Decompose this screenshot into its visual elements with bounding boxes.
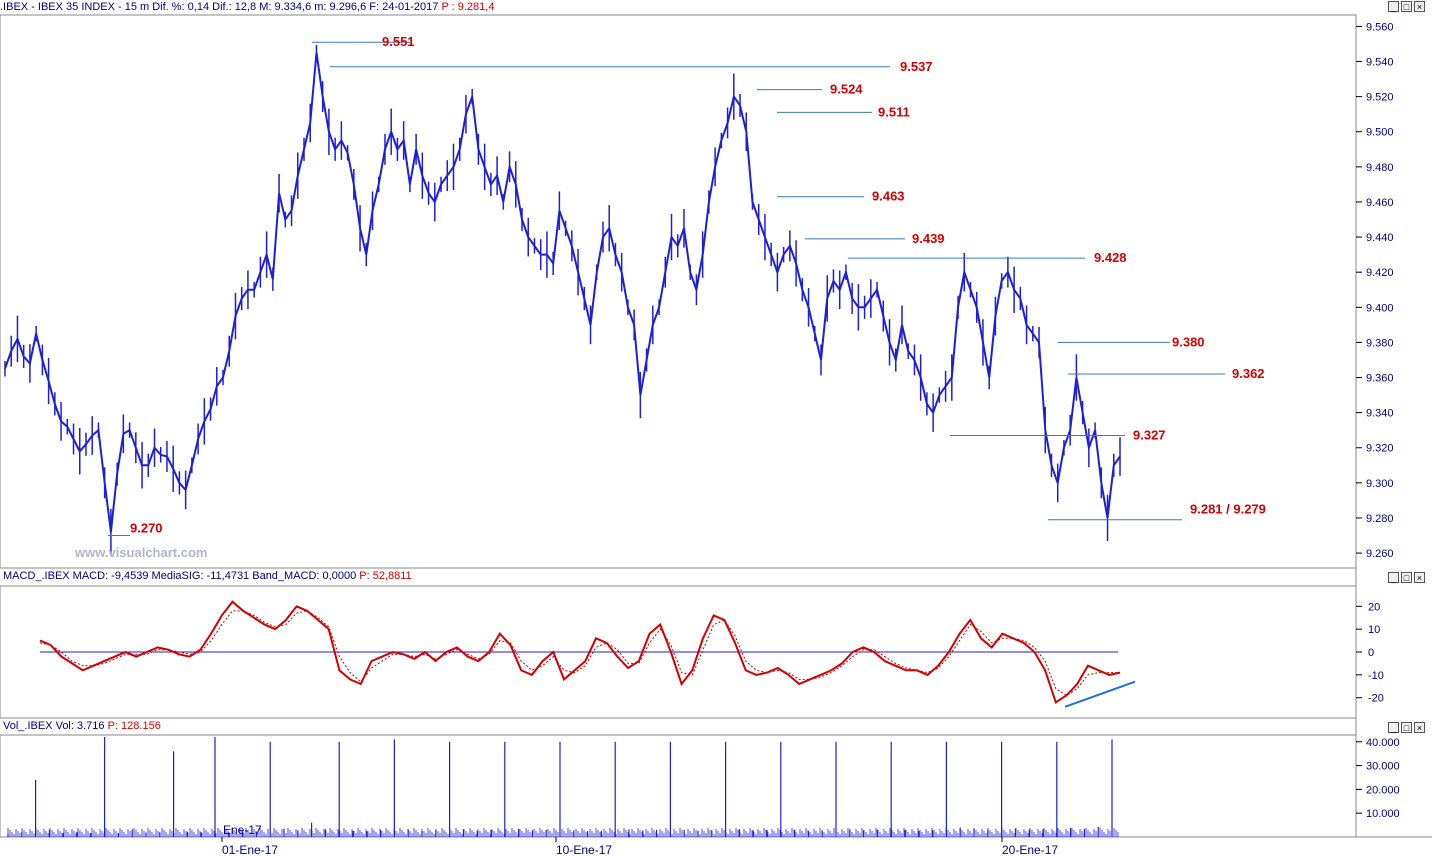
price-panel-header: .IBEX - IBEX 35 INDEX - 15 m Dif. %: 0,1… <box>0 1 494 13</box>
price-plot-area <box>0 14 1357 569</box>
level-label: 9.511 <box>878 104 910 119</box>
price-y-tick-label: 9.320 <box>1366 443 1394 455</box>
macd-minimize-button[interactable]: _ <box>1388 572 1399 583</box>
level-label: 9.537 <box>900 59 933 74</box>
price-y-tick-label: 9.440 <box>1366 232 1394 244</box>
level-label: 9.380 <box>1172 334 1205 349</box>
signal-series-line <box>39 610 1120 696</box>
macd-y-tick-label: -10 <box>1368 670 1384 682</box>
volume-y-tick-label: 20.000 <box>1366 784 1400 796</box>
volume-y-tick-label: 10.000 <box>1366 808 1400 820</box>
price-series-line <box>4 52 1121 533</box>
price-panel-last: P : 9.281,4 <box>441 1 495 13</box>
x-tick-label: 10-Ene-17 <box>556 843 612 857</box>
price-y-tick-label: 9.520 <box>1366 92 1394 104</box>
volume-minimize-button[interactable]: _ <box>1388 722 1399 733</box>
price-panel-title: .IBEX - IBEX 35 INDEX - 15 m Dif. %: 0,1… <box>0 1 439 13</box>
volume-maximize-button[interactable]: □ <box>1401 722 1412 733</box>
price-maximize-button[interactable]: □ <box>1401 1 1412 12</box>
level-label: 9.428 <box>1094 250 1127 265</box>
level-label: 9.524 <box>830 82 863 97</box>
price-y-tick-label: 9.340 <box>1366 408 1394 420</box>
macd-close-button[interactable]: × <box>1414 572 1425 583</box>
x-tick-label: 01-Ene-17 <box>222 843 278 857</box>
volume-panel-last: P: 128.156 <box>107 720 161 732</box>
volume-plot-area <box>0 734 1357 838</box>
price-y-tick-label: 9.360 <box>1366 373 1394 385</box>
macd-trend-line <box>1064 680 1136 708</box>
macd-panel-last: P: 52,8811 <box>359 570 412 582</box>
macd-y-tick-label: 0 <box>1368 647 1374 659</box>
price-y-tick-label: 9.380 <box>1366 337 1394 349</box>
x-tick-label: 20-Ene-17 <box>1002 843 1058 857</box>
price-y-tick-label: 9.400 <box>1366 302 1394 314</box>
price-minimize-button[interactable]: _ <box>1388 1 1399 12</box>
macd-panel-title: MACD_.IBEX MACD: -9,4539 MediaSIG: -11,4… <box>3 570 357 582</box>
level-label: 9.270 <box>130 521 163 536</box>
price-y-tick-label: 9.300 <box>1366 478 1394 490</box>
price-y-tick-label: 9.560 <box>1366 21 1394 33</box>
price-y-tick-label: 9.280 <box>1366 513 1394 525</box>
macd-panel-header: MACD_.IBEX MACD: -9,4539 MediaSIG: -11,4… <box>3 570 412 582</box>
volume-panel-title: Vol_.IBEX Vol: 3.716 <box>3 720 105 732</box>
macd-y-tick-label: 20 <box>1368 601 1380 613</box>
volume-close-button[interactable]: × <box>1414 722 1425 733</box>
price-y-tick-label: 9.500 <box>1366 127 1394 139</box>
level-label: 9.439 <box>912 231 945 246</box>
level-label: 9.362 <box>1232 366 1265 381</box>
price-y-tick-label: 9.460 <box>1366 197 1394 209</box>
level-label: 9.327 <box>1133 427 1166 442</box>
price-y-tick-label: 9.420 <box>1366 267 1394 279</box>
price-y-tick-label: 9.480 <box>1366 162 1394 174</box>
price-y-tick-label: 9.260 <box>1366 548 1394 560</box>
volume-panel-header: Vol_.IBEX Vol: 3.716 P: 128.156 <box>3 720 161 732</box>
price-y-tick-label: 9.540 <box>1366 57 1394 69</box>
level-label: 9.463 <box>872 189 905 204</box>
price-close-button[interactable]: × <box>1414 1 1425 12</box>
watermark-text: www.visualchart.com <box>74 545 207 560</box>
macd-y-tick-label: 10 <box>1368 624 1380 636</box>
volume-y-tick-label: 40.000 <box>1366 737 1400 749</box>
volume-y-tick-label: 30.000 <box>1366 761 1400 773</box>
level-label: 9.551 <box>382 34 415 49</box>
volume-date-label: Ene-17 <box>223 823 262 837</box>
macd-maximize-button[interactable]: □ <box>1401 572 1412 583</box>
level-label: 9.281 / 9.279 <box>1190 502 1266 517</box>
macd-y-tick-label: -20 <box>1368 693 1384 705</box>
macd-series-line <box>39 600 1121 704</box>
